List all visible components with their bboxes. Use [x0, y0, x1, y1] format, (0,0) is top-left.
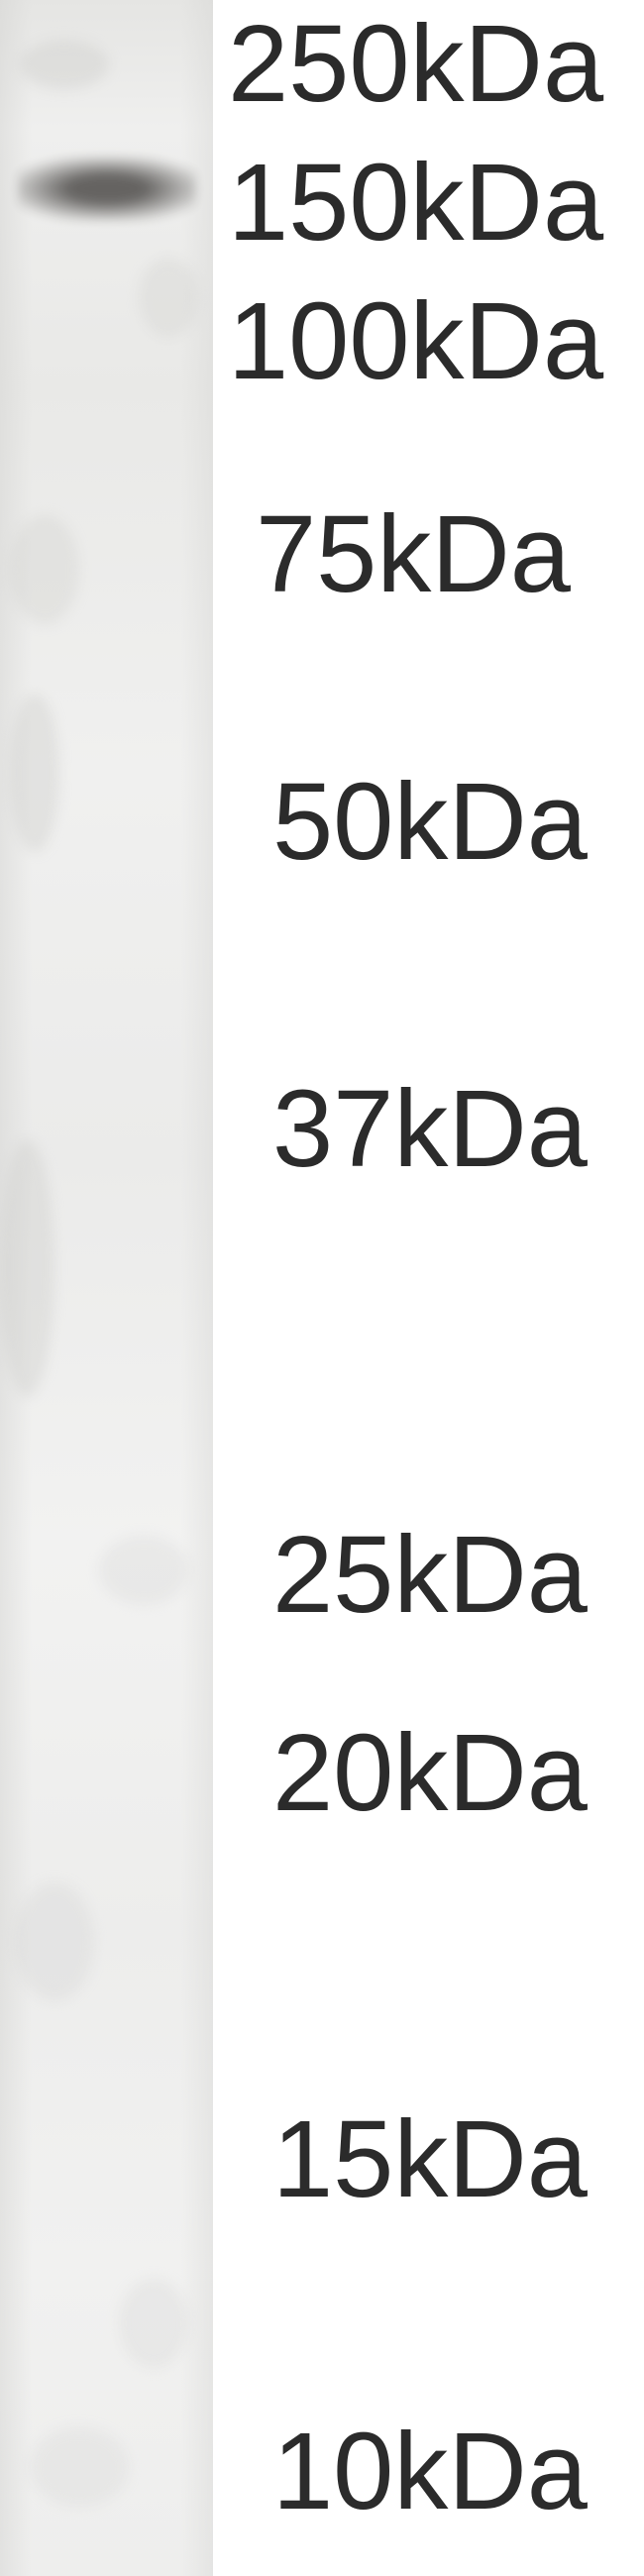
- lane-noise-spot: [15, 1882, 94, 2001]
- western-blot-figure: 250kDa 150kDa 100kDa 75kDa 50kDa 37kDa 25kDa 20…: [0, 0, 644, 2576]
- lane-noise-spot: [139, 258, 198, 337]
- mw-marker-label: 100kDa: [228, 287, 603, 396]
- lane-noise-spot: [30, 2427, 129, 2507]
- lane-noise-spot: [10, 694, 59, 852]
- mw-marker-label: 75kDa: [256, 500, 571, 609]
- mw-marker-label: 37kDa: [272, 1075, 588, 1184]
- protein-band: [18, 157, 196, 221]
- mw-marker-label: 250kDa: [228, 10, 603, 119]
- lane-noise-spot: [119, 2279, 188, 2368]
- lane-noise-spot: [99, 1536, 188, 1605]
- lane-noise-spot: [10, 515, 79, 624]
- lane-noise-spot: [20, 40, 109, 89]
- mw-marker-label: 20kDa: [272, 1719, 588, 1828]
- mw-marker-label: 50kDa: [272, 768, 588, 877]
- lane-noise-spot: [0, 1139, 54, 1397]
- gel-lane: [0, 0, 213, 2576]
- mw-marker-label: 15kDa: [272, 2105, 588, 2214]
- mw-marker-label: 10kDa: [272, 2417, 588, 2526]
- mw-marker-label: 150kDa: [228, 149, 603, 258]
- mw-marker-label: 25kDa: [272, 1521, 588, 1630]
